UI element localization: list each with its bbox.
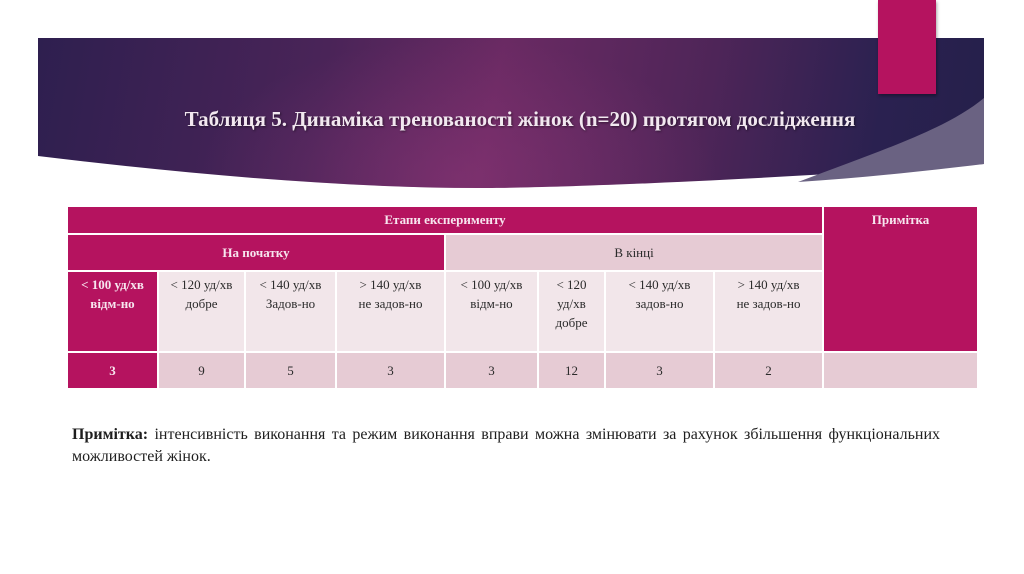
header-experiment-stages: Етапи експерименту (65, 205, 825, 235)
results-table: Етапи експерименту Примітка На початку В… (65, 205, 980, 390)
value-end-excellent: 3 (444, 351, 539, 390)
footnote-text: інтенсивність виконання та режим виконан… (72, 426, 940, 465)
table-label-row: < 100 уд/хв відм-но < 120 уд/хв добре < … (66, 270, 978, 353)
label-end-excellent: < 100 уд/хв відм-но (444, 270, 539, 353)
label-end-satisfactory: < 140 уд/хв задов-но (604, 270, 715, 353)
value-end-satisfactory: 3 (604, 351, 715, 390)
value-start-unsatisfactory: 3 (335, 351, 446, 390)
value-note (822, 351, 980, 390)
footnote-label: Примітка: (72, 426, 149, 443)
accent-bar-decoration (878, 0, 936, 94)
value-start-satisfactory: 5 (244, 351, 337, 390)
label-start-excellent: < 100 уд/хв відм-но (66, 270, 159, 353)
label-end-good: < 120 уд/хв добре (537, 270, 606, 353)
label-start-good: < 120 уд/хв добре (157, 270, 246, 353)
table-header-row: Етапи експерименту Примітка (65, 205, 980, 353)
label-end-unsatisfactory: > 140 уд/хв не задов-но (712, 270, 825, 353)
value-start-excellent: 3 (66, 351, 159, 390)
group-start-header: На початку (66, 233, 446, 272)
table-group-row: На початку В кінці (66, 233, 978, 272)
value-start-good: 9 (157, 351, 246, 390)
value-end-unsatisfactory: 2 (712, 351, 825, 390)
results-table-container: Етапи експерименту Примітка На початку В… (65, 205, 980, 390)
title-banner (38, 38, 984, 190)
value-end-good: 12 (537, 351, 606, 390)
footnote: Примітка: інтенсивність виконання та реж… (72, 424, 940, 468)
table-value-row: 3 9 5 3 3 12 3 2 (66, 351, 980, 390)
label-start-unsatisfactory: > 140 уд/хв не задов-но (335, 270, 446, 353)
slide-title: Таблиця 5. Динаміка тренованості жінок (… (184, 107, 856, 131)
label-start-satisfactory: < 140 уд/хв Задов-но (244, 270, 337, 353)
header-note: Примітка (822, 205, 980, 353)
group-end-header: В кінці (443, 233, 825, 272)
